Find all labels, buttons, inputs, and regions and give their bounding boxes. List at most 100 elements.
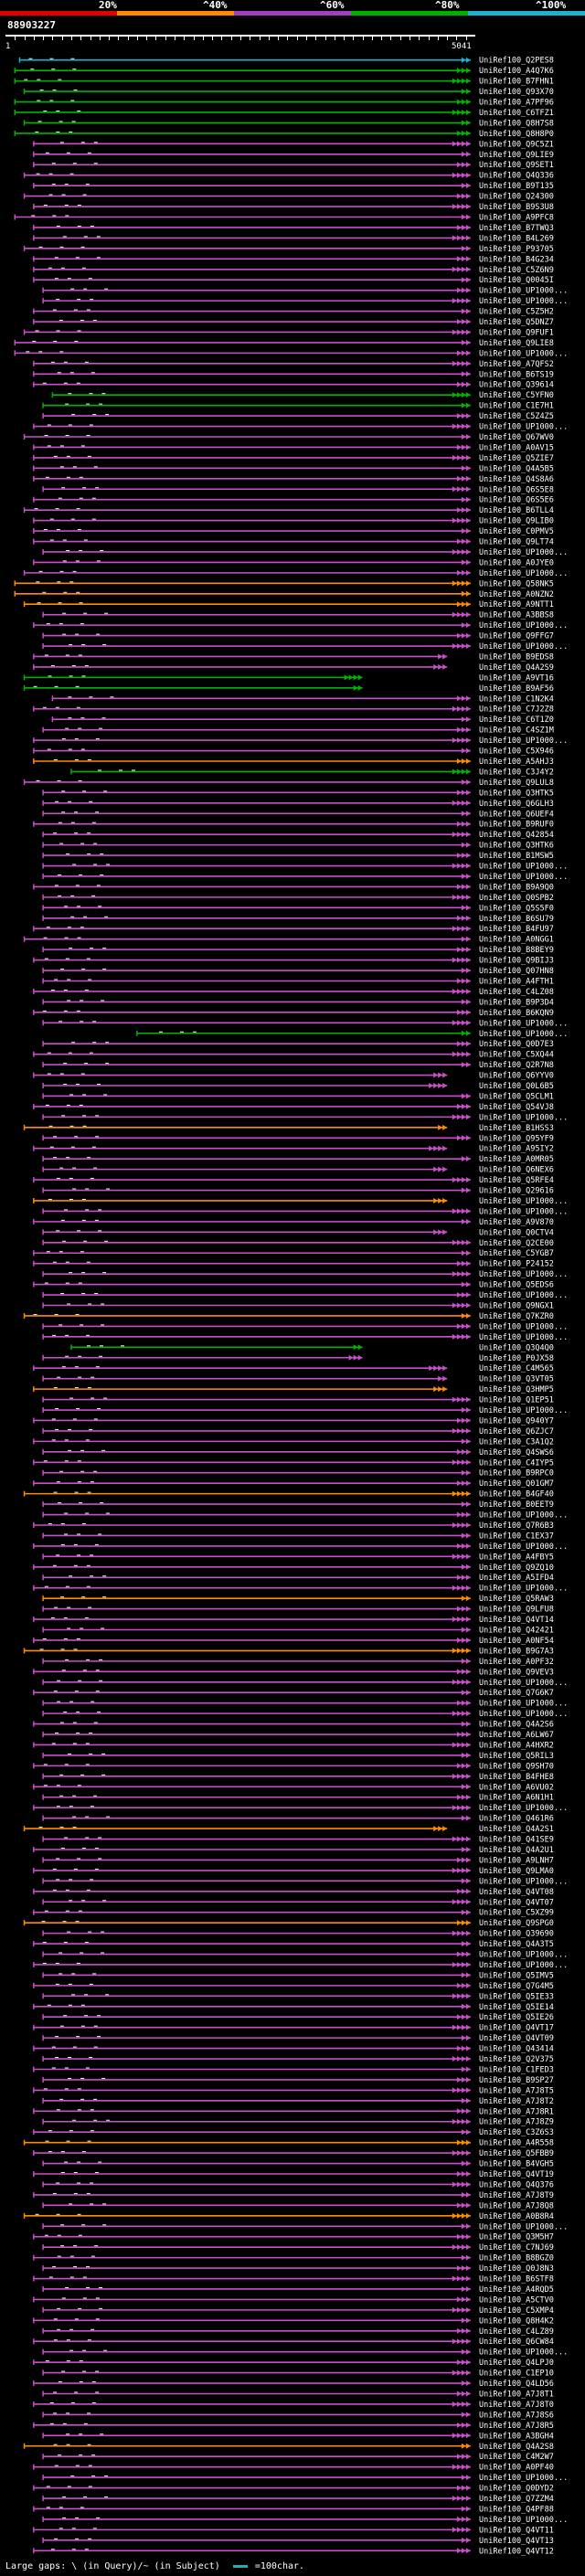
hit-row[interactable]: UniRef100_Q0L6B5 bbox=[42, 1082, 554, 1091]
hit-row[interactable]: UniRef100_Q4A3T5 bbox=[33, 1940, 554, 1949]
hit-row[interactable]: UniRef100_C7J2Z8 bbox=[33, 705, 554, 715]
hit-row[interactable]: UniRef100_Q5S5F0 bbox=[42, 904, 554, 913]
hit-label[interactable]: UniRef100_Q0DYD2 bbox=[479, 2485, 554, 2494]
hit-label[interactable]: UniRef100_B4FHE8 bbox=[479, 1773, 554, 1782]
hit-row[interactable]: UniRef100_Q43414 bbox=[33, 2045, 554, 2054]
hit-row[interactable]: UniRef100_B4VGH5 bbox=[42, 2160, 554, 2169]
hit-row[interactable]: UniRef100_C4M2W7 bbox=[42, 2453, 554, 2462]
hit-label[interactable]: UniRef100_A4FBY5 bbox=[479, 1553, 554, 1562]
hit-row[interactable]: UniRef100_Q0045I bbox=[33, 276, 554, 285]
hit-row[interactable]: UniRef100_Q41SE9 bbox=[42, 1836, 554, 1845]
hit-row[interactable]: UniRef100_Q5RFE4 bbox=[33, 1176, 554, 1185]
hit-label[interactable]: UniRef100_Q8H8P0 bbox=[479, 130, 554, 139]
hit-label[interactable]: UniRef100_Q9LFU8 bbox=[479, 1606, 554, 1615]
hit-row[interactable]: UniRef100_C4M565 bbox=[33, 1364, 554, 1373]
hit-label[interactable]: UniRef100_Q5ZIE7 bbox=[479, 454, 554, 463]
hit-label[interactable]: UniRef100_A0NZN2 bbox=[479, 590, 554, 599]
hit-label[interactable]: UniRef100_A0AV15 bbox=[479, 443, 554, 452]
hit-label[interactable]: UniRef100_Q39690 bbox=[479, 1930, 554, 1939]
hit-label[interactable]: UniRef100_B9T135 bbox=[479, 182, 554, 191]
hit-row[interactable]: UniRef100_Q9ZQ10 bbox=[33, 1564, 554, 1573]
hit-label[interactable]: UniRef100_Q42421 bbox=[479, 1627, 554, 1636]
hit-row[interactable]: UniRef100_A0NZN2 bbox=[14, 590, 554, 599]
hit-row[interactable]: UniRef100_UP1000... bbox=[42, 642, 568, 652]
hit-label[interactable]: UniRef100_Q5IMV5 bbox=[479, 1971, 554, 1980]
hit-label[interactable]: UniRef100_C7J2Z8 bbox=[479, 705, 554, 715]
hit-label[interactable]: UniRef100_Q4VT08 bbox=[479, 1888, 554, 1897]
hit-label[interactable]: UniRef100_Q6NEX6 bbox=[479, 1166, 554, 1175]
hit-label[interactable]: UniRef100_Q9LIE8 bbox=[479, 339, 554, 348]
hit-row[interactable]: UniRef100_Q4A2S1 bbox=[23, 1825, 554, 1834]
hit-label[interactable]: UniRef100_UP1000... bbox=[479, 287, 568, 296]
hit-label[interactable]: UniRef100_A5IFD4 bbox=[479, 1574, 554, 1583]
hit-label[interactable]: UniRef100_A7QFS2 bbox=[479, 360, 554, 369]
hit-row[interactable]: UniRef100_A7J8S6 bbox=[42, 2411, 554, 2420]
hit-row[interactable]: UniRef100_Q4VT19 bbox=[33, 2170, 554, 2179]
hit-label[interactable]: UniRef100_B8BGZ0 bbox=[479, 2254, 554, 2263]
hit-row[interactable]: UniRef100_C1EP10 bbox=[42, 2369, 554, 2379]
hit-row[interactable]: UniRef100_Q0J8N3 bbox=[42, 2264, 554, 2274]
hit-row[interactable]: UniRef100_C5Z6N9 bbox=[33, 266, 554, 275]
hit-label[interactable]: UniRef100_A4Q7K6 bbox=[479, 67, 554, 76]
hit-label[interactable]: UniRef100_Q4PF88 bbox=[479, 2505, 554, 2514]
hit-label[interactable]: UniRef100_Q4VT07 bbox=[479, 1898, 554, 1907]
hit-label[interactable]: UniRef100_Q0045I bbox=[479, 276, 554, 285]
hit-row[interactable]: UniRef100_Q9C5Z1 bbox=[33, 140, 554, 149]
hit-label[interactable]: UniRef100_C5X946 bbox=[479, 747, 554, 757]
hit-label[interactable]: UniRef100_C5XZ99 bbox=[479, 1909, 554, 1918]
hit-row[interactable]: UniRef100_UP1000... bbox=[42, 1333, 568, 1342]
hit-label[interactable]: UniRef100_A7J8R1 bbox=[479, 2107, 554, 2116]
hit-row[interactable]: UniRef100_Q5IE26 bbox=[42, 2013, 554, 2022]
hit-row[interactable]: UniRef100_UP1000... bbox=[42, 2222, 568, 2231]
hit-row[interactable]: UniRef100_Q39690 bbox=[42, 1930, 554, 1939]
hit-row[interactable]: UniRef100_UP1000... bbox=[136, 1030, 568, 1039]
hit-row[interactable]: UniRef100_Q58NK5 bbox=[14, 579, 554, 588]
hit-row[interactable]: UniRef100_A6VU02 bbox=[33, 1783, 554, 1792]
hit-row[interactable]: UniRef100_B9S3U8 bbox=[33, 203, 554, 212]
hit-label[interactable]: UniRef100_C5XQ44 bbox=[479, 1051, 554, 1060]
hit-row[interactable]: UniRef100_C5XMP4 bbox=[42, 2306, 554, 2316]
hit-label[interactable]: UniRef100_UP1000... bbox=[479, 1291, 568, 1300]
hit-label[interactable]: UniRef100_Q9VEV3 bbox=[479, 1668, 554, 1677]
hit-row[interactable]: UniRef100_B9RPC0 bbox=[42, 1469, 554, 1479]
hit-row[interactable]: UniRef100_C0PMV5 bbox=[33, 527, 554, 536]
hit-label[interactable]: UniRef100_UP1000... bbox=[479, 2222, 568, 2231]
hit-row[interactable]: UniRef100_A0B8R4 bbox=[23, 2212, 554, 2221]
hit-row[interactable]: UniRef100_A9V870 bbox=[33, 1218, 554, 1227]
hit-label[interactable]: UniRef100_A5AHJ3 bbox=[479, 758, 554, 767]
hit-label[interactable]: UniRef100_C6T1Z0 bbox=[479, 716, 554, 725]
hit-row[interactable]: UniRef100_P0JX58 bbox=[42, 1354, 554, 1363]
hit-label[interactable]: UniRef100_Q7KZR0 bbox=[479, 1312, 554, 1321]
hit-label[interactable]: UniRef100_A7J8T1 bbox=[479, 2390, 554, 2399]
hit-row[interactable]: UniRef100_B7FHN1 bbox=[14, 78, 554, 87]
hit-label[interactable]: UniRef100_C1FED3 bbox=[479, 2065, 554, 2074]
hit-label[interactable]: UniRef100_B4VGH5 bbox=[479, 2160, 554, 2169]
hit-row[interactable]: UniRef100_B4GF40 bbox=[23, 1490, 554, 1500]
hit-label[interactable]: UniRef100_A7J8Q8 bbox=[479, 2201, 554, 2210]
hit-label[interactable]: UniRef100_B1MSW5 bbox=[479, 852, 554, 861]
hit-label[interactable]: UniRef100_A0NF54 bbox=[479, 1637, 554, 1646]
hit-row[interactable]: UniRef100_C3A1Q2 bbox=[33, 1437, 554, 1447]
hit-label[interactable]: UniRef100_A7J8Z9 bbox=[479, 2118, 554, 2127]
hit-label[interactable]: UniRef100_A4RQD5 bbox=[479, 2285, 554, 2295]
hit-row[interactable]: UniRef100_B9SP27 bbox=[42, 2076, 554, 2085]
hit-label[interactable]: UniRef100_Q9ZQ10 bbox=[479, 1564, 554, 1573]
hit-row[interactable]: UniRef100_UP1000... bbox=[33, 1197, 568, 1206]
hit-row[interactable]: UniRef100_Q0CTV4 bbox=[42, 1228, 554, 1237]
hit-row[interactable]: UniRef100_B6SU79 bbox=[42, 915, 554, 924]
hit-label[interactable]: UniRef100_A6N1H1 bbox=[479, 1794, 554, 1803]
hit-row[interactable]: UniRef100_Q95YF9 bbox=[42, 1134, 554, 1143]
hit-label[interactable]: UniRef100_B7TWQ3 bbox=[479, 224, 554, 233]
hit-label[interactable]: UniRef100_UP1000... bbox=[479, 621, 568, 631]
hit-row[interactable]: UniRef100_A4FTH1 bbox=[42, 977, 554, 986]
hit-label[interactable]: UniRef100_B4G234 bbox=[479, 255, 554, 264]
hit-label[interactable]: UniRef100_Q9SH70 bbox=[479, 1762, 554, 1771]
hit-label[interactable]: UniRef100_Q67WV0 bbox=[479, 433, 554, 442]
hit-row[interactable]: UniRef100_Q7ZZM4 bbox=[42, 2495, 554, 2504]
hit-row[interactable]: UniRef100_Q1EP51 bbox=[42, 1396, 554, 1405]
hit-label[interactable]: UniRef100_Q9FUF1 bbox=[479, 328, 554, 337]
hit-label[interactable]: UniRef100_C3Z6S3 bbox=[479, 2128, 554, 2137]
hit-row[interactable]: UniRef100_Q3M5H7 bbox=[33, 2233, 554, 2242]
hit-label[interactable]: UniRef100_Q5RIL3 bbox=[479, 1752, 554, 1761]
hit-row[interactable]: UniRef100_B9EDS8 bbox=[33, 652, 554, 662]
